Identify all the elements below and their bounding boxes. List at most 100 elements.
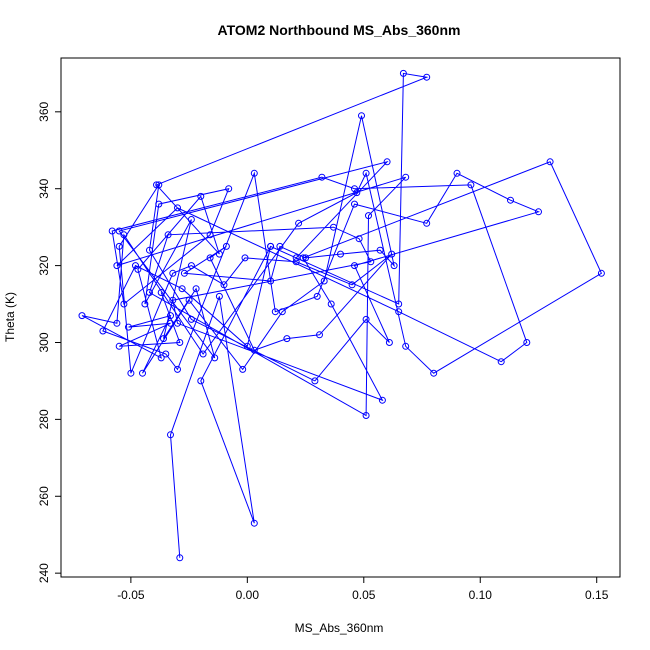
data-point xyxy=(497,358,505,366)
data-point xyxy=(187,216,195,223)
data-point xyxy=(271,308,279,316)
data-point xyxy=(395,308,403,316)
data-point xyxy=(383,158,391,166)
data-point xyxy=(155,181,163,189)
data-point xyxy=(169,269,177,277)
data-point xyxy=(157,354,165,362)
data-point xyxy=(160,335,167,343)
data-point xyxy=(430,369,438,377)
data-point xyxy=(215,250,223,258)
data-point xyxy=(302,254,310,262)
data-point xyxy=(337,250,344,258)
data-point xyxy=(174,319,181,327)
data-point xyxy=(330,223,337,231)
data-point xyxy=(222,242,230,250)
data-point xyxy=(378,396,386,404)
data-point xyxy=(376,246,384,254)
data-point xyxy=(311,377,319,385)
y-axis-label: Theta (K) xyxy=(3,292,17,342)
data-point xyxy=(295,219,303,227)
data-point xyxy=(113,262,121,270)
data-point xyxy=(176,339,184,346)
y-tick-label: 360 xyxy=(37,101,51,121)
data-point xyxy=(146,289,153,296)
data-point xyxy=(132,262,139,270)
data-point xyxy=(316,331,323,339)
data-point xyxy=(283,335,291,343)
data-point xyxy=(299,254,307,262)
data-point xyxy=(176,554,184,562)
x-tick-label: 0.05 xyxy=(352,588,376,602)
y-axis: 240 260 280 300 320 340 360 xyxy=(37,101,61,583)
data-point xyxy=(108,227,116,235)
data-point xyxy=(362,315,370,323)
data-point xyxy=(174,204,181,212)
data-point xyxy=(157,289,165,296)
data-point xyxy=(115,227,123,235)
data-point xyxy=(267,277,275,285)
data-point xyxy=(167,312,174,320)
data-point xyxy=(388,250,396,258)
data-point xyxy=(162,350,170,358)
y-tick-label: 240 xyxy=(37,563,51,583)
data-point xyxy=(402,342,410,350)
data-point xyxy=(402,173,410,181)
data-point xyxy=(167,431,174,439)
series-line xyxy=(81,72,603,558)
data-point xyxy=(139,369,146,377)
data-point xyxy=(120,231,128,239)
data-point xyxy=(167,319,174,327)
data-point xyxy=(134,265,142,273)
x-axis: -0.05 0.00 0.05 0.10 0.15 xyxy=(117,577,609,602)
data-point xyxy=(423,219,431,227)
data-point xyxy=(320,277,328,285)
data-point xyxy=(78,312,86,320)
data-point xyxy=(546,158,554,166)
y-tick-label: 340 xyxy=(37,178,51,198)
data-point xyxy=(292,254,300,262)
data-point xyxy=(155,200,163,208)
data-point xyxy=(507,196,514,204)
data-point xyxy=(250,519,258,527)
data-point xyxy=(597,269,605,277)
data-point xyxy=(327,300,335,308)
data-point xyxy=(362,169,370,177)
data-point xyxy=(351,185,358,193)
data-point xyxy=(355,235,363,243)
y-tick-label: 260 xyxy=(37,486,51,506)
data-point xyxy=(395,300,403,308)
data-point xyxy=(113,319,121,327)
data-point xyxy=(185,296,193,304)
x-axis-label: MS_Abs_360nm xyxy=(295,621,384,635)
data-point xyxy=(127,369,135,377)
data-point xyxy=(353,189,361,197)
data-point xyxy=(239,365,247,373)
data-point xyxy=(211,354,219,362)
data-point xyxy=(115,242,123,250)
data-point xyxy=(215,292,223,300)
data-point xyxy=(535,208,542,216)
data-point xyxy=(178,285,186,293)
data-point xyxy=(180,269,188,277)
data-point xyxy=(197,377,205,385)
data-point xyxy=(120,300,128,308)
data-point xyxy=(241,254,249,262)
data-point xyxy=(206,231,214,239)
data-point xyxy=(278,308,286,316)
data-point xyxy=(267,242,275,250)
data-point xyxy=(141,300,149,308)
data-series xyxy=(78,69,605,562)
data-point xyxy=(367,258,375,266)
data-point xyxy=(250,169,258,177)
data-point xyxy=(187,315,195,323)
y-tick-label: 320 xyxy=(37,255,51,275)
data-point xyxy=(206,254,214,262)
x-tick-label: -0.05 xyxy=(117,588,145,602)
data-point xyxy=(351,262,358,270)
plot-frame xyxy=(60,57,621,578)
data-point xyxy=(453,169,461,177)
data-point xyxy=(220,281,228,289)
data-point xyxy=(362,412,370,419)
data-point xyxy=(423,73,431,81)
